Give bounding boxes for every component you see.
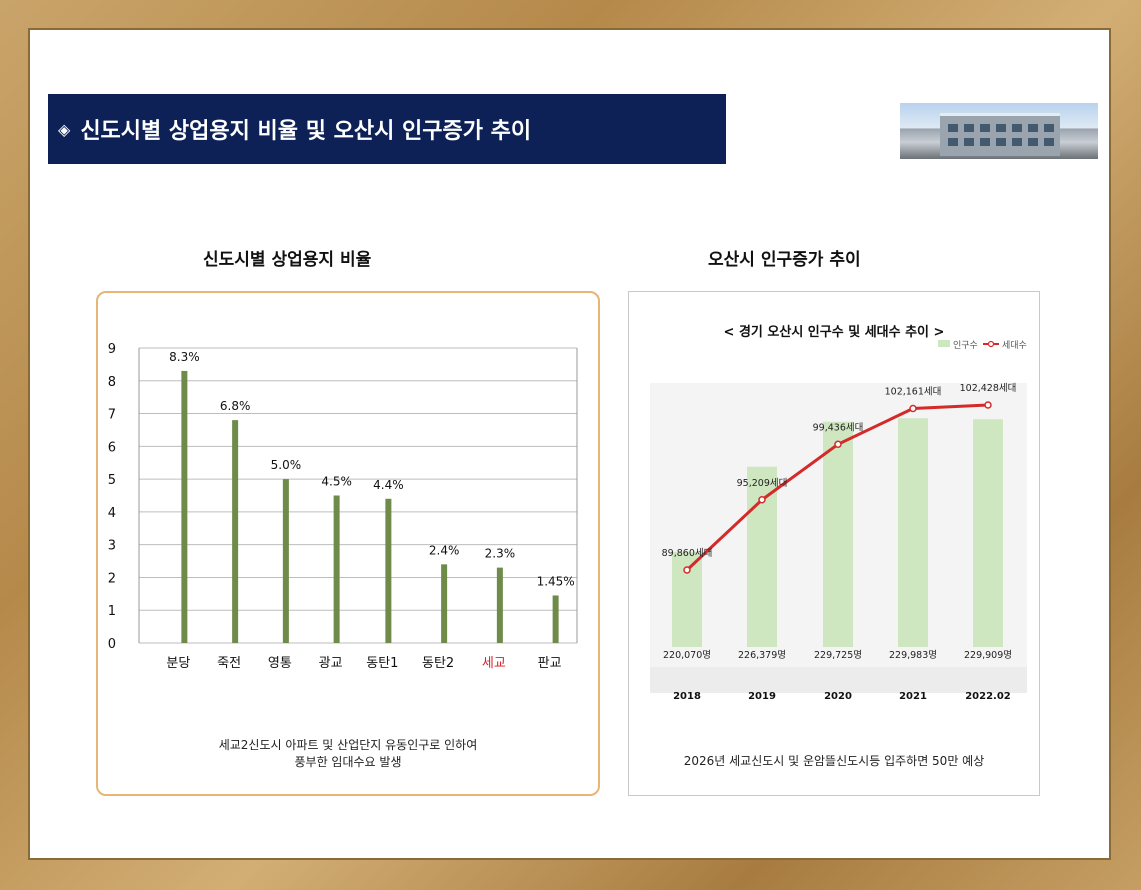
right-chart-title: 오산시 인구증가 추이 xyxy=(708,250,861,270)
households-marker xyxy=(909,404,917,413)
population-label: 229,725명 xyxy=(814,650,862,661)
households-label: 102,428세대 xyxy=(960,383,1017,394)
x-tick-label: 2019 xyxy=(748,691,776,702)
population-bar xyxy=(898,418,928,647)
bar xyxy=(181,370,188,643)
y-tick-label: 0 xyxy=(108,637,116,652)
population-label: 220,070명 xyxy=(663,650,711,661)
commercial-ratio-chart: 0 1 2 3 4 5 6 7 8 9 8.3% 분당 6.8% 죽전 5.0% 영통 4.5% 광교 4.4% 동탄… xyxy=(108,342,578,671)
x-axis-band xyxy=(650,667,1027,693)
bar xyxy=(232,420,239,643)
population-label: 229,909명 xyxy=(964,650,1012,661)
households-marker xyxy=(758,496,766,504)
data-label: 4.4% xyxy=(373,478,404,492)
y-tick-label: 2 xyxy=(108,571,116,586)
building-photo xyxy=(900,103,1098,159)
population-panel: < 경기 오산시 인구수 및 세대수 추이 > 인구수 세대수 220,070명 201… xyxy=(628,291,1040,796)
left-caption-line2: 풍부한 임대수요 발생 xyxy=(294,755,402,769)
y-tick-label: 5 xyxy=(108,473,116,488)
y-tick-label: 9 xyxy=(108,342,116,357)
population-bar xyxy=(973,419,1003,647)
x-tick-label: 동탄1 xyxy=(366,656,398,671)
y-tick-label: 8 xyxy=(108,375,116,390)
x-tick-label: 광교 xyxy=(319,656,343,671)
bar xyxy=(552,595,559,643)
x-tick-label: 2018 xyxy=(673,691,701,702)
households-marker xyxy=(683,566,691,574)
right-caption: 2026년 세교신도시 및 운암뜰신도시등 입주하면 50만 예상 xyxy=(683,754,985,768)
x-tick-label: 동탄2 xyxy=(422,656,454,671)
left-caption: 세교2신도시 아파트 및 산업단지 유동인구로 인하여 풍부한 임대수요 발생 xyxy=(98,737,598,771)
x-tick-label: 세교 xyxy=(482,656,506,671)
bar xyxy=(385,498,392,643)
chart2-title: < 경기 오산시 인구수 및 세대수 추이 > xyxy=(724,324,945,340)
bar xyxy=(441,564,448,643)
households-label: 102,161세대 xyxy=(885,387,942,398)
households-marker xyxy=(984,401,992,409)
y-tick-label: 4 xyxy=(108,506,116,521)
x-tick-label: 죽전 xyxy=(217,656,241,671)
x-tick-label: 판교 xyxy=(538,656,562,671)
data-label: 2.3% xyxy=(485,547,516,561)
population-chart: < 경기 오산시 인구수 및 세대수 추이 > 인구수 세대수 220,070명 201… xyxy=(650,324,1027,702)
data-label: 1.45% xyxy=(537,574,575,588)
population-label: 226,379명 xyxy=(738,650,786,661)
legend-swatch-population xyxy=(938,340,950,347)
x-tick-label: 분당 xyxy=(166,656,190,671)
households-label: 89,860세대 xyxy=(662,548,713,559)
x-tick-label: 영통 xyxy=(268,656,292,671)
y-tick-label: 7 xyxy=(108,408,116,423)
legend-label-households: 세대수 xyxy=(1002,340,1027,351)
population-bar xyxy=(823,421,853,647)
page-title: 신도시별 상업용지 비율 및 오산시 인구증가 추이 xyxy=(80,119,532,144)
y-tick-label: 1 xyxy=(108,604,116,619)
data-label: 8.3% xyxy=(169,350,200,364)
households-label: 99,436세대 xyxy=(813,422,864,433)
diamond-icon: ◈ xyxy=(58,119,71,139)
bar xyxy=(333,495,340,643)
legend-label-population: 인구수 xyxy=(953,340,978,351)
x-tick-label: 2020 xyxy=(824,691,852,702)
data-label: 4.5% xyxy=(321,475,352,489)
data-label: 5.0% xyxy=(271,458,302,472)
population-label: 229,983명 xyxy=(889,650,937,661)
x-tick-label: 2021 xyxy=(899,691,927,702)
population-bar xyxy=(672,551,702,647)
households-label: 95,209세대 xyxy=(737,478,788,489)
bar xyxy=(282,479,289,643)
data-label: 2.4% xyxy=(429,543,460,557)
households-marker xyxy=(834,440,842,449)
commercial-ratio-panel: 0 1 2 3 4 5 6 7 8 9 8.3% 분당 6.8% 죽전 5.0% 영통 4.5% 광교 4.4% 동탄… xyxy=(96,291,600,796)
legend-marker-households xyxy=(987,340,995,348)
data-label: 6.8% xyxy=(220,399,251,413)
header-banner: ◈ 신도시별 상업용지 비율 및 오산시 인구증가 추이 xyxy=(48,94,726,164)
left-chart-title: 신도시별 상업용지 비율 xyxy=(203,250,372,270)
y-tick-label: 6 xyxy=(108,440,116,455)
x-tick-label: 2022.02 xyxy=(965,691,1011,702)
left-caption-line1: 세교2신도시 아파트 및 산업단지 유동인구로 인하여 xyxy=(218,738,478,752)
bar xyxy=(496,567,503,643)
y-tick-label: 3 xyxy=(108,539,116,554)
